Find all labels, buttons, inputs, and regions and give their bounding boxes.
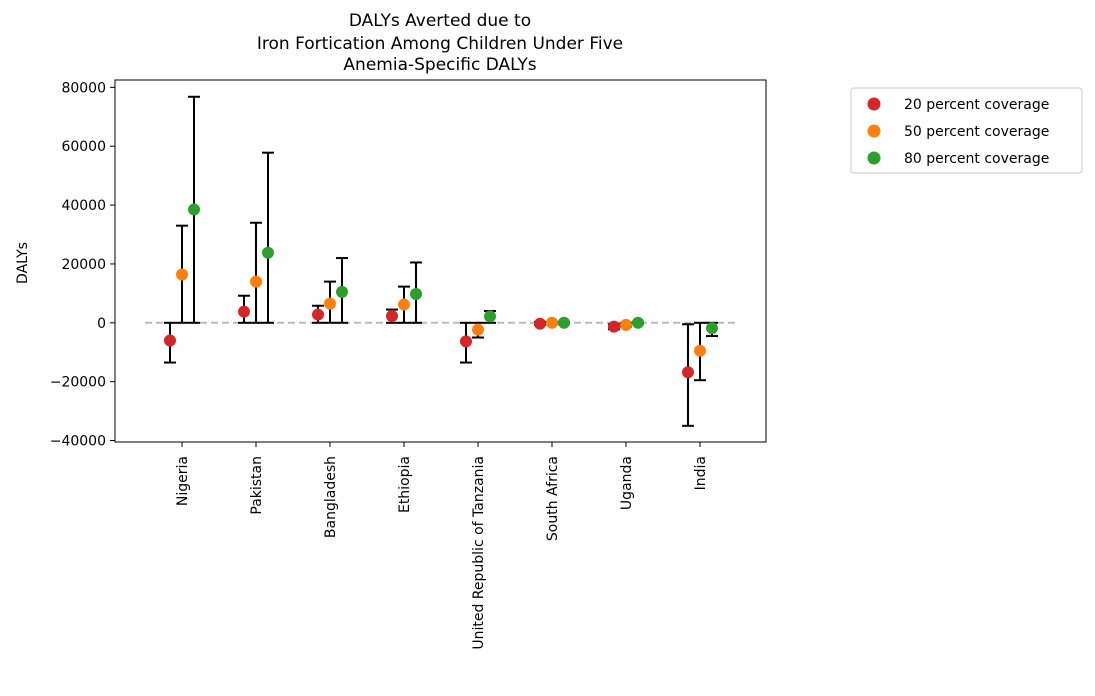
y-tick-label: 0 — [97, 316, 106, 332]
x-tick-label: Pakistan — [249, 456, 265, 515]
legend-marker — [867, 151, 881, 165]
data-point — [546, 316, 558, 329]
y-tick-label: 20000 — [61, 257, 106, 273]
data-point — [484, 310, 496, 323]
data-point — [682, 366, 694, 379]
legend: 20 percent coverage 50 percent coverage 80… — [850, 87, 1083, 174]
data-point — [238, 305, 250, 318]
plot-area: −40000 −20000 0 20000 40000 60000 80000 Nigeria… — [50, 79, 767, 650]
y-tick-label: 80000 — [61, 80, 106, 96]
y-tick-label: −20000 — [50, 375, 106, 391]
chart-title-line-1: DALYs Averted due to — [349, 11, 531, 31]
data-point — [312, 308, 324, 321]
x-tick-label: South Africa — [545, 456, 561, 541]
x-tick-label: United Republic of Tanzania — [471, 456, 487, 650]
plot-frame — [114, 79, 767, 443]
chart-title-line-2: Iron Fortication Among Children Under Fi… — [257, 34, 623, 54]
data-point — [706, 322, 718, 335]
x-tick-label: Uganda — [619, 456, 635, 510]
data-point — [250, 275, 262, 288]
legend-label: 20 percent coverage — [904, 97, 1049, 113]
data-point — [262, 246, 274, 259]
chart-title-line-3: Anemia-Specific DALYs — [343, 55, 536, 75]
y-axis-label: DALYs — [15, 242, 31, 284]
data-point — [460, 335, 472, 348]
data-point — [410, 287, 422, 300]
legend-marker — [867, 97, 881, 111]
y-tick-label: 60000 — [61, 139, 106, 155]
data-point — [398, 298, 410, 311]
data-point — [608, 320, 620, 333]
data-point — [534, 317, 546, 330]
data-point — [324, 297, 336, 310]
data-point — [694, 344, 706, 357]
data-point — [558, 316, 570, 329]
data-point — [336, 285, 348, 298]
legend-frame — [850, 87, 1083, 174]
legend-label: 50 percent coverage — [904, 124, 1049, 140]
x-tick-label: India — [693, 456, 709, 490]
y-tick-label: −40000 — [50, 434, 106, 450]
legend-marker — [867, 124, 881, 138]
x-tick-label: Bangladesh — [323, 456, 339, 538]
x-tick-label: Nigeria — [175, 456, 191, 506]
data-point — [188, 203, 200, 216]
data-point — [472, 323, 484, 336]
data-point — [632, 316, 644, 329]
data-point — [176, 268, 188, 281]
data-point — [164, 334, 176, 347]
legend-label: 80 percent coverage — [904, 151, 1049, 167]
data-point — [386, 310, 398, 323]
x-tick-label: Ethiopia — [397, 456, 413, 513]
data-point — [620, 318, 632, 331]
y-tick-label: 40000 — [61, 198, 106, 214]
